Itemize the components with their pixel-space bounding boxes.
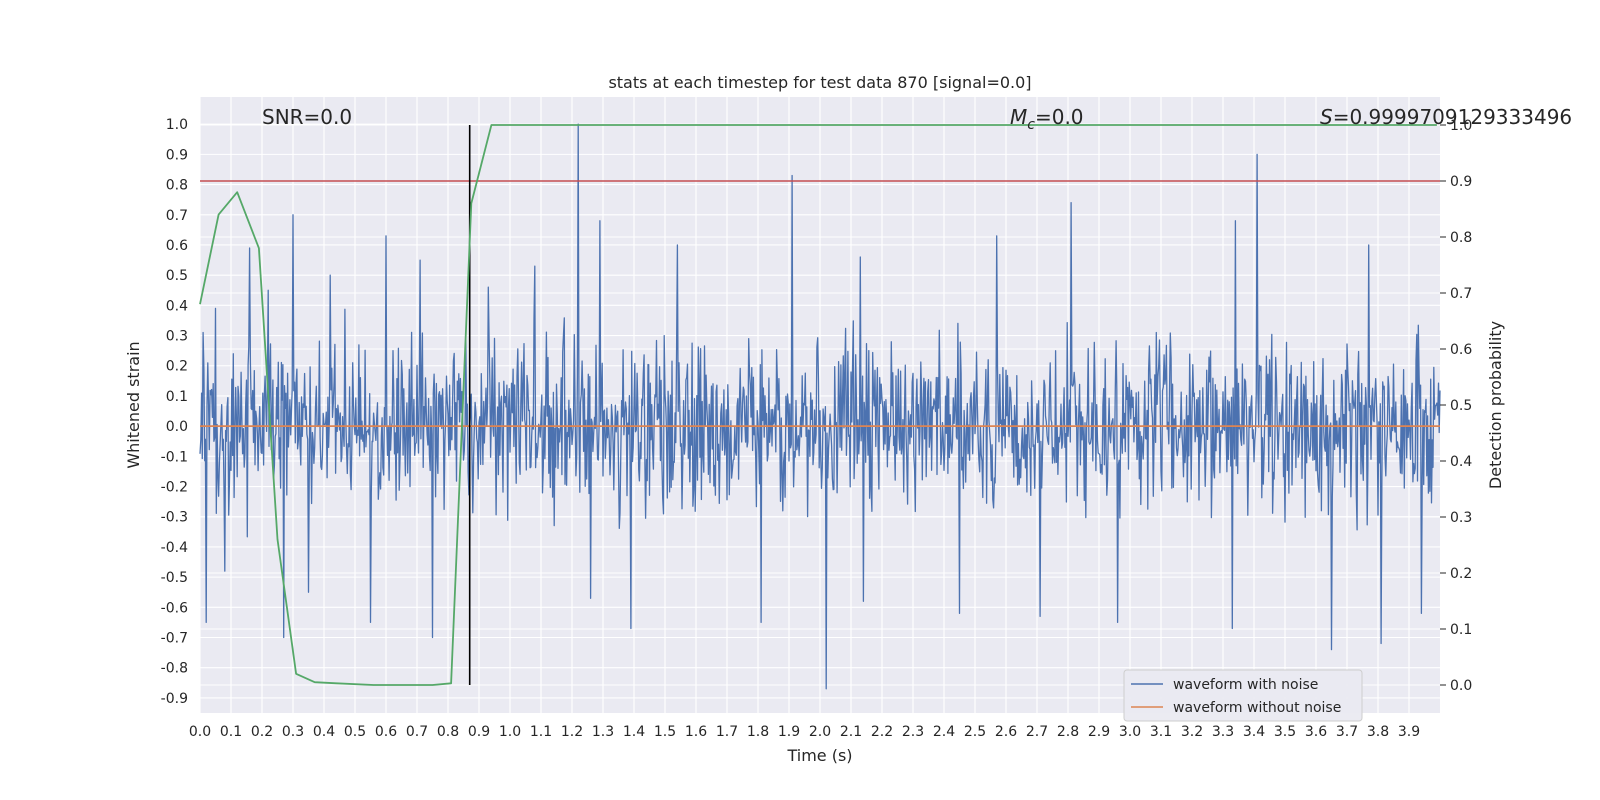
y-tick-label: 0.9: [166, 147, 188, 163]
y-tick-label: -0.8: [161, 661, 188, 677]
y-tick-label: 0.5: [166, 268, 188, 284]
x-tick-label: 2.6: [995, 724, 1017, 740]
x-tick-label: 1.3: [592, 724, 614, 740]
x-tick-label: 3.0: [1119, 724, 1141, 740]
y-tick-label: 0.1: [166, 389, 188, 405]
y-tick-label: -0.4: [161, 540, 188, 556]
x-tick-label: 0.4: [313, 724, 335, 740]
score-annotation: S=0.9999709129333496: [1320, 105, 1572, 129]
right-tick-label: 0.3: [1450, 510, 1472, 526]
x-tick-label: 0.0: [189, 724, 211, 740]
x-tick-label: 1.4: [623, 724, 645, 740]
right-tick-label: 0.2: [1450, 566, 1472, 582]
x-tick-label: 3.5: [1274, 724, 1296, 740]
x-tick-label: 0.8: [437, 724, 459, 740]
snr-annotation: SNR=0.0: [262, 105, 352, 129]
waveform-with-noise-series: [199, 123, 1441, 690]
x-tick-label: 0.9: [468, 724, 490, 740]
y-tick-label: 0.0: [166, 419, 188, 435]
grid-lines: [199, 97, 1440, 713]
legend-box: [1123, 669, 1363, 722]
y-axis-ticks: 1.0 0.9 0.8 0.7 0.6 0.5 0.4 0.3 0.2 0.1 0.0 -0.1 -0.…: [161, 117, 188, 707]
right-tick-label: 0.4: [1450, 454, 1472, 470]
right-axis-ticks: 1.0 0.9 0.8 0.7 0.6 0.5 0.4 0.3 0.2 0.1 0.0: [1440, 118, 1472, 694]
y-tick-label: 0.6: [166, 238, 188, 254]
legend: waveform with noise waveform without noi…: [1123, 669, 1363, 722]
x-tick-label: 1.1: [530, 724, 552, 740]
y-tick-label: 0.7: [166, 208, 188, 224]
right-tick-label: 0.5: [1450, 398, 1472, 414]
waveform-with-noise-line: [199, 123, 1441, 690]
right-tick-label: 0.8: [1450, 230, 1472, 246]
chirp-mass-symbol: M: [1010, 105, 1027, 129]
y-tick-label: 1.0: [166, 117, 188, 133]
x-tick-label: 2.7: [1026, 724, 1048, 740]
x-tick-label: 0.7: [406, 724, 428, 740]
y-tick-label: -0.2: [161, 480, 188, 496]
x-tick-label: 3.6: [1305, 724, 1327, 740]
x-tick-label: 3.8: [1367, 724, 1389, 740]
x-axis-label: Time (s): [786, 746, 852, 765]
right-tick-label: 1.0: [1450, 118, 1472, 134]
score-value: =0.9999709129333496: [1333, 105, 1572, 129]
chirp-mass-subscript: c: [1027, 117, 1035, 133]
line-series: [199, 124, 1440, 686]
x-tick-label: 3.3: [1212, 724, 1234, 740]
y-tick-label: -0.3: [161, 510, 188, 526]
x-tick-label: 0.6: [375, 724, 397, 740]
x-tick-label: 2.0: [809, 724, 831, 740]
y-tick-label: -0.6: [161, 600, 188, 616]
right-tick-label: 0.6: [1450, 342, 1472, 358]
x-tick-label: 2.3: [902, 724, 924, 740]
x-tick-label: 1.5: [654, 724, 676, 740]
y-tick-label: 0.8: [166, 178, 188, 194]
x-tick-label: 2.4: [933, 724, 955, 740]
x-tick-label: 2.2: [871, 724, 893, 740]
y-tick-label: 0.4: [166, 298, 188, 314]
chirp-mass-value: =0.0: [1035, 105, 1084, 129]
y-tick-label: 0.3: [166, 329, 188, 345]
x-tick-label: 2.1: [840, 724, 862, 740]
legend-label-clean: waveform without noise: [1173, 700, 1341, 716]
x-tick-label: 1.8: [747, 724, 769, 740]
x-tick-label: 1.6: [685, 724, 707, 740]
right-tick-label: 0.9: [1450, 174, 1472, 190]
x-tick-label: 0.1: [220, 724, 242, 740]
x-tick-label: 0.5: [344, 724, 366, 740]
x-tick-label: 1.0: [499, 724, 521, 740]
y-tick-label: -0.1: [161, 449, 188, 465]
y-tick-label: -0.9: [161, 691, 188, 707]
y-tick-label: 0.2: [166, 359, 188, 375]
x-axis-ticks: 0.0 0.1 0.2 0.3 0.4 0.5 0.6 0.7 0.8 0.9 1.0 1.1 1.2 1…: [189, 724, 1420, 740]
chirp-mass-annotation: Mc=0.0: [1010, 105, 1084, 133]
right-tick-label: 0.7: [1450, 286, 1472, 302]
y-axis-label: Whitened strain: [124, 341, 143, 468]
x-tick-label: 1.7: [716, 724, 738, 740]
chart-title: stats at each timestep for test data 870…: [608, 73, 1031, 92]
x-tick-label: 1.2: [561, 724, 583, 740]
x-tick-label: 0.3: [282, 724, 304, 740]
right-tick-label: 0.0: [1450, 678, 1472, 694]
detection-probability-line: [199, 124, 1437, 686]
x-tick-label: 3.7: [1336, 724, 1358, 740]
x-tick-label: 2.9: [1088, 724, 1110, 740]
x-tick-label: 1.9: [778, 724, 800, 740]
x-tick-label: 0.2: [251, 724, 273, 740]
right-axis-label: Detection probability: [1486, 321, 1505, 489]
x-tick-label: 2.8: [1057, 724, 1079, 740]
x-tick-label: 3.1: [1150, 724, 1172, 740]
x-tick-label: 3.4: [1243, 724, 1265, 740]
y-tick-label: -0.5: [161, 570, 188, 586]
legend-label-noise: waveform with noise: [1173, 677, 1318, 693]
right-tick-label: 0.1: [1450, 622, 1472, 638]
x-tick-label: 3.9: [1398, 724, 1420, 740]
x-tick-label: 2.5: [964, 724, 986, 740]
x-tick-label: 3.2: [1181, 724, 1203, 740]
y-tick-label: -0.7: [161, 631, 188, 647]
score-symbol: S: [1320, 105, 1333, 129]
